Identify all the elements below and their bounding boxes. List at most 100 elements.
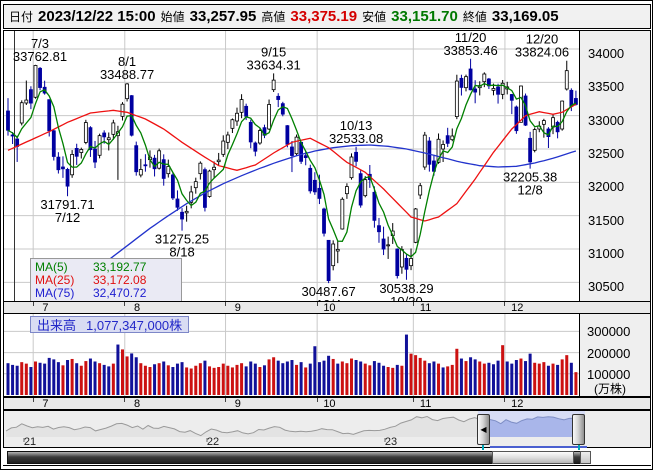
- volume-x-axis: 7 8 9 10 11 12: [3, 397, 651, 410]
- chart-annotation: 33824.06: [515, 45, 569, 60]
- ma-legend: MA(5) 33,192.77 MA(25) 33,172.08 MA(75) …: [30, 258, 182, 303]
- month-tick: [412, 302, 414, 306]
- volume-readout: 出来高 1,077,347,000株: [30, 316, 190, 333]
- ma75-line: [48, 144, 577, 301]
- price-grid: [4, 31, 579, 301]
- high-label: 高値: [261, 10, 286, 24]
- ma75-legend-row: MA(75) 32,470.72: [35, 287, 177, 300]
- month-label: 8: [134, 398, 141, 410]
- ma25-value: 33,172.08: [93, 273, 147, 287]
- chart-annotation: 33853.46: [443, 43, 497, 58]
- chart-annotation: 8/18: [169, 245, 194, 260]
- ma25-legend-row: MA(25) 33,172.08: [35, 274, 177, 287]
- quote-info-bar: 日付 2023/12/22 15:00 始値 33,257.95 高値 33,3…: [3, 4, 651, 29]
- ma5-line: [7, 82, 577, 258]
- month-tick: [225, 398, 227, 402]
- close-label: 終値: [462, 10, 487, 24]
- navigator-sparkline[interactable]: 21 22 23: [4, 411, 650, 447]
- left-arrow-icon: ◀: [480, 425, 487, 434]
- chart-annotation: 11/20: [455, 31, 487, 45]
- month-tick: [32, 398, 34, 402]
- month-label: 8: [134, 302, 141, 314]
- month-label: 12: [511, 302, 524, 314]
- month-label: 9: [234, 302, 241, 314]
- volume-y-tick: 300000: [587, 324, 631, 340]
- close-value: 33,169.05: [491, 8, 559, 25]
- price-y-tick: 32000: [588, 179, 625, 195]
- chart-annotation: 8/1: [118, 54, 136, 69]
- volume-total: 1,077,347,000株: [86, 318, 183, 333]
- ma5-value: 33,192.77: [93, 260, 147, 274]
- month-label: 10: [323, 398, 336, 410]
- chart-annotation: 10/4: [316, 297, 341, 301]
- price-y-tick: 31000: [588, 246, 625, 261]
- volume-unit-label: (万株): [594, 382, 626, 396]
- price-y-tick: 32500: [588, 146, 625, 161]
- chart-annotation: 9/15: [261, 44, 286, 59]
- chart-annotation: 32533.08: [329, 131, 383, 146]
- month-tick: [124, 302, 126, 306]
- chart-annotation: 7/12: [55, 210, 80, 225]
- chart-annotation: 33634.31: [247, 57, 301, 72]
- open-label: 始値: [160, 10, 185, 24]
- nav-area: [6, 416, 585, 437]
- range-handle-left[interactable]: ◀: [477, 414, 490, 445]
- date-value: 2023/12/22 15:00: [38, 8, 156, 25]
- month-tick: [225, 302, 227, 306]
- chart-annotation: 30487.67: [301, 284, 355, 299]
- month-tick: [412, 398, 414, 402]
- price-y-axis: 34000 33500 33000 32500 32000 31500 31000 30500: [579, 31, 650, 301]
- scrollbar-thumb[interactable]: [492, 451, 574, 464]
- range-handle-right[interactable]: [572, 414, 585, 445]
- volume-title: 出来高: [37, 318, 77, 333]
- ma25-line: [7, 103, 577, 222]
- chart-annotation: 33762.81: [13, 49, 67, 64]
- chart-annotation: 33488.77: [100, 67, 154, 82]
- month-label: 11: [419, 398, 432, 410]
- selection-underline: [490, 446, 587, 448]
- scrollbar-row: [3, 450, 651, 466]
- chart-annotation: 32205.38: [503, 170, 557, 185]
- month-tick: [124, 398, 126, 402]
- month-tick: [504, 302, 506, 306]
- chart-annotation: 30538.29: [379, 281, 433, 296]
- chart-annotation: 7/3: [31, 36, 49, 51]
- year-label: 21: [24, 436, 36, 447]
- month-label: 11: [419, 302, 432, 314]
- chart-annotation: 12/20: [526, 32, 559, 47]
- month-label: 7: [42, 302, 49, 314]
- volume-y-axis: 300000 200000 100000 (万株): [579, 314, 650, 396]
- high-value: 33,375.19: [290, 8, 358, 25]
- open-value: 33,257.95: [189, 8, 257, 25]
- ma75-label: MA(75): [35, 286, 75, 300]
- month-tick: [32, 302, 34, 306]
- ma5-legend-row: MA(5) 33,192.77: [35, 261, 177, 274]
- low-value: 33,151.70: [391, 8, 458, 25]
- month-label: 9: [234, 398, 241, 410]
- month-label: 7: [42, 398, 49, 410]
- ma5-label: MA(5): [35, 260, 68, 274]
- chart-annotation: 31791.71: [40, 197, 94, 212]
- price-y-tick: 33000: [588, 112, 625, 128]
- price-y-tick: 31500: [588, 212, 625, 228]
- scrollbar-endpiece[interactable]: [580, 451, 591, 464]
- chart-annotation: 31275.25: [155, 232, 209, 247]
- volume-y-tick: 200000: [587, 345, 631, 361]
- month-label: 10: [323, 302, 336, 314]
- year-label: 23: [385, 436, 397, 447]
- volume-bars: [6, 334, 578, 395]
- volume-bar-chart[interactable]: [4, 314, 579, 396]
- chart-annotation: 12/8: [517, 183, 542, 198]
- month-tick: [504, 398, 506, 402]
- price-y-tick: 30500: [588, 279, 625, 295]
- selection-tick-right: [578, 445, 580, 452]
- candlestick-layer: [6, 58, 578, 284]
- volume-chart-panel: 300000 200000 100000 (万株) 出来高 1,077,347,000…: [3, 313, 651, 397]
- date-label: 日付: [9, 10, 34, 24]
- ma75-value: 32,470.72: [93, 286, 147, 300]
- range-navigator[interactable]: 21 22 23: [3, 410, 651, 448]
- ma25-label: MA(25): [35, 273, 75, 287]
- month-tick: [316, 398, 318, 402]
